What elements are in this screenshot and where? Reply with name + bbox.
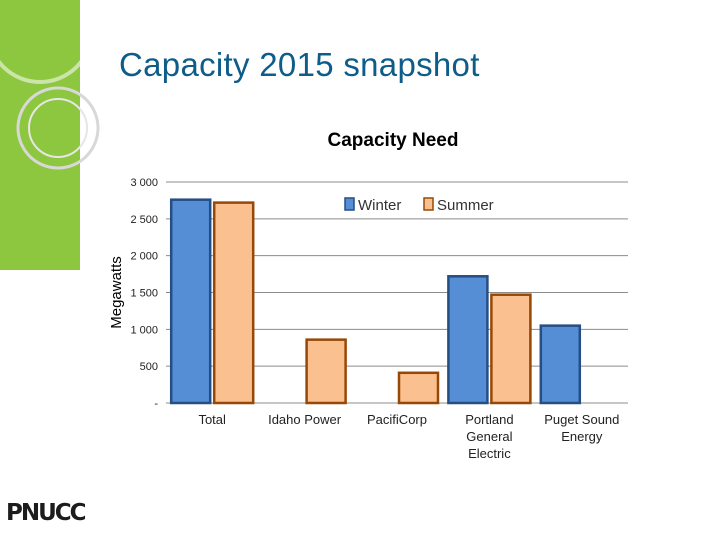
bar-summer-portland-general-electric: [490, 293, 532, 405]
x-category-label: Puget Sound Energy: [544, 412, 619, 444]
x-category-label: PacifiCorp: [367, 412, 427, 427]
bar-winter-puget-sound-energy: [539, 324, 582, 405]
y-tick-label: 2 500: [130, 214, 158, 226]
pnucc-logo: PNUCC: [6, 500, 87, 526]
bar-summer-pacificorp: [397, 371, 440, 405]
green-side-panel: [0, 0, 80, 270]
decorative-circle: [28, 98, 88, 158]
y-tick-label: 2 000: [130, 251, 158, 263]
legend-winter-swatch: [344, 197, 355, 211]
y-tick-label: -: [154, 398, 158, 410]
x-category-label: Total: [198, 412, 226, 427]
y-axis-label: Megawatts: [108, 256, 125, 329]
legend-summer-swatch: [423, 197, 434, 211]
legend-winter-label: Winter: [358, 197, 401, 214]
decorative-circle: [0, 0, 94, 84]
bar-winter-total: [169, 198, 212, 405]
y-tick-label: 1 000: [130, 324, 158, 336]
bar-winter-portland-general-electric: [447, 275, 489, 405]
x-category-label: Idaho Power: [268, 412, 342, 427]
slide-title: Capacity 2015 snapshot: [119, 46, 480, 83]
y-tick-label: 1 500: [130, 288, 158, 300]
x-category-label: Portland General Electric: [465, 412, 513, 461]
y-tick-label: 3 000: [130, 177, 158, 189]
y-axis-ticks: - 500 1 000 1 500 2 000 2 500 3 000: [130, 177, 158, 410]
chart-title: Capacity Need: [328, 130, 459, 151]
bar-summer-total: [212, 201, 255, 405]
legend: Winter Summer: [344, 197, 494, 214]
bars: [169, 198, 582, 405]
y-tick-label: 500: [140, 361, 158, 373]
decorative-circle: [16, 86, 100, 170]
x-axis-labels: Total Idaho Power PacifiCorp Portland Genera…: [198, 412, 619, 461]
bar-summer-idaho-power: [305, 338, 347, 405]
legend-summer-label: Summer: [437, 197, 494, 214]
